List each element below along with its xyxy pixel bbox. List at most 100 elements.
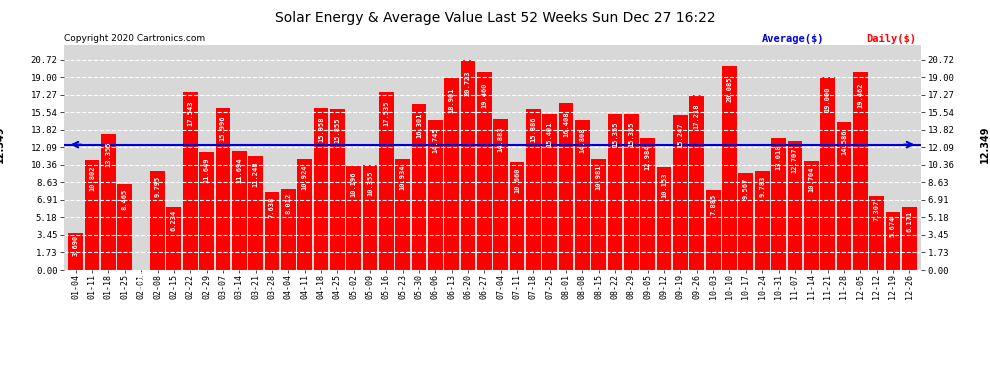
Bar: [869, 196, 884, 270]
Bar: [656, 167, 671, 270]
Text: 10.660: 10.660: [514, 167, 520, 193]
Bar: [281, 189, 296, 270]
Bar: [346, 166, 361, 270]
Bar: [641, 138, 655, 270]
Text: Average($): Average($): [762, 34, 825, 44]
Bar: [754, 171, 769, 270]
Bar: [248, 156, 263, 270]
Text: 15.355: 15.355: [629, 122, 635, 147]
Text: 7.307: 7.307: [873, 200, 879, 221]
Text: 10.934: 10.934: [400, 165, 406, 190]
Bar: [445, 78, 459, 270]
Text: 14.745: 14.745: [433, 128, 439, 153]
Bar: [886, 212, 900, 270]
Bar: [412, 105, 427, 270]
Bar: [510, 162, 525, 270]
Bar: [216, 108, 231, 270]
Text: 19.462: 19.462: [857, 82, 863, 108]
Text: 17.543: 17.543: [187, 101, 193, 126]
Text: 9.795: 9.795: [154, 176, 160, 197]
Bar: [543, 114, 557, 270]
Bar: [558, 104, 573, 270]
Text: Solar Energy & Average Value Last 52 Weeks Sun Dec 27 16:22: Solar Energy & Average Value Last 52 Wee…: [274, 11, 716, 25]
Text: 10.704: 10.704: [808, 167, 814, 192]
Text: 19.460: 19.460: [481, 82, 487, 108]
Text: 20.723: 20.723: [465, 70, 471, 96]
Bar: [428, 120, 443, 270]
Text: 18.901: 18.901: [448, 88, 454, 113]
Text: 10.196: 10.196: [350, 172, 356, 197]
Bar: [183, 92, 198, 270]
Bar: [608, 114, 623, 270]
Text: 13.355: 13.355: [106, 141, 112, 166]
Text: 15.855: 15.855: [335, 117, 341, 142]
Text: 8.012: 8.012: [285, 193, 291, 214]
Bar: [477, 72, 492, 270]
Bar: [101, 134, 116, 270]
Text: 6.171: 6.171: [906, 210, 912, 232]
Bar: [787, 141, 802, 270]
Bar: [575, 120, 590, 270]
Text: 14.883: 14.883: [498, 126, 504, 152]
Bar: [820, 77, 835, 270]
Text: Copyright 2020 Cartronics.com: Copyright 2020 Cartronics.com: [64, 34, 206, 43]
Text: 20.085: 20.085: [727, 76, 733, 102]
Bar: [526, 109, 541, 270]
Bar: [68, 232, 83, 270]
Bar: [722, 66, 737, 270]
Text: 15.958: 15.958: [318, 116, 324, 142]
Text: 14.808: 14.808: [579, 127, 585, 153]
Bar: [395, 159, 410, 270]
Bar: [264, 192, 279, 270]
Text: 13.018: 13.018: [775, 144, 781, 170]
Bar: [804, 161, 819, 270]
Text: 6.234: 6.234: [171, 210, 177, 231]
Bar: [379, 92, 394, 270]
Text: 14.586: 14.586: [841, 129, 846, 155]
Text: 7.885: 7.885: [710, 194, 716, 215]
Bar: [837, 122, 851, 270]
Text: 15.401: 15.401: [546, 122, 552, 147]
Text: 3.690: 3.690: [73, 234, 79, 256]
Bar: [852, 72, 867, 270]
Text: 7.638: 7.638: [269, 196, 275, 217]
Text: 8.465: 8.465: [122, 188, 128, 210]
Bar: [297, 159, 312, 270]
Text: 10.802: 10.802: [89, 166, 95, 191]
Bar: [362, 165, 377, 270]
Text: Daily($): Daily($): [866, 34, 917, 44]
Text: 12.707: 12.707: [792, 147, 798, 173]
Text: 11.248: 11.248: [252, 162, 258, 187]
Bar: [739, 173, 753, 270]
Text: 11.694: 11.694: [237, 157, 243, 183]
Bar: [460, 60, 475, 270]
Bar: [150, 171, 165, 270]
Text: 15.996: 15.996: [220, 116, 226, 141]
Bar: [771, 138, 786, 270]
Bar: [330, 109, 345, 270]
Text: 15.355: 15.355: [612, 122, 618, 147]
Bar: [85, 160, 99, 270]
Text: 12.349: 12.349: [980, 126, 990, 164]
Text: 9.567: 9.567: [742, 178, 748, 199]
Bar: [624, 114, 639, 270]
Text: 9.783: 9.783: [759, 176, 765, 197]
Bar: [199, 152, 214, 270]
Bar: [689, 95, 704, 270]
Text: 10.924: 10.924: [302, 165, 308, 190]
Bar: [706, 190, 721, 270]
Bar: [673, 115, 688, 270]
Text: 10.355: 10.355: [367, 170, 373, 196]
Text: 0.008: 0.008: [139, 270, 145, 291]
Bar: [118, 184, 133, 270]
Text: 11.649: 11.649: [204, 158, 210, 183]
Text: 12.349: 12.349: [0, 126, 5, 164]
Text: 15.247: 15.247: [677, 123, 683, 148]
Text: 16.408: 16.408: [563, 112, 569, 137]
Text: 17.218: 17.218: [694, 104, 700, 129]
Text: 15.886: 15.886: [531, 117, 537, 142]
Bar: [591, 159, 606, 270]
Bar: [493, 119, 508, 270]
Text: 19.000: 19.000: [825, 87, 831, 112]
Text: 5.674: 5.674: [890, 215, 896, 237]
